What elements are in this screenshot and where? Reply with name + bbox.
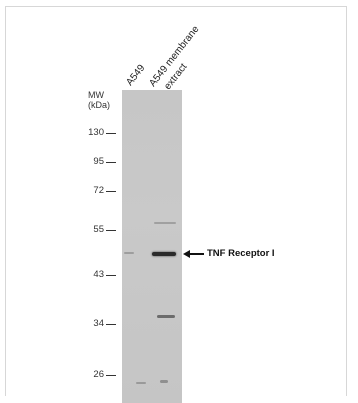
marker-43: 43 [93,269,104,280]
marker-130: 130 [88,127,104,138]
band-lane2-36kda [157,315,175,318]
figure-frame [5,6,347,396]
marker-34: 34 [93,318,104,329]
band-lane2-bottom [160,380,168,383]
marker-72: 72 [93,185,104,196]
mw-header: MW [88,90,104,100]
marker-130-tick [106,133,116,134]
arrow-icon [183,250,190,258]
marker-43-tick [106,275,116,276]
band-lane1-bottom [136,382,146,384]
marker-55-tick [106,230,116,231]
marker-26-tick [106,375,116,376]
marker-95-tick [106,162,116,163]
arrow-shaft [188,253,204,255]
band-lane2-58kda [154,222,176,224]
marker-72-tick [106,191,116,192]
marker-34-tick [106,324,116,325]
band-lane2-tnf-receptor [152,252,176,256]
target-protein-label: TNF Receptor I [207,248,275,259]
marker-55: 55 [93,224,104,235]
mw-unit: (kDa) [88,100,110,110]
marker-26: 26 [93,369,104,380]
western-blot-membrane [122,90,182,403]
band-lane1-faint [124,252,134,254]
marker-95: 95 [93,156,104,167]
